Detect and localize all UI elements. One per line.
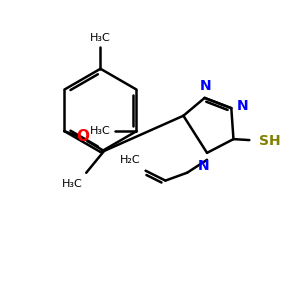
Text: O: O bbox=[76, 129, 89, 144]
Text: H₃C: H₃C bbox=[90, 33, 111, 43]
Text: N: N bbox=[237, 99, 249, 113]
Text: H₂C: H₂C bbox=[120, 155, 141, 165]
Text: N: N bbox=[200, 79, 212, 93]
Text: H₃C: H₃C bbox=[90, 126, 111, 136]
Text: H₃C: H₃C bbox=[61, 179, 82, 189]
Text: SH: SH bbox=[259, 134, 281, 148]
Text: N: N bbox=[198, 159, 210, 173]
